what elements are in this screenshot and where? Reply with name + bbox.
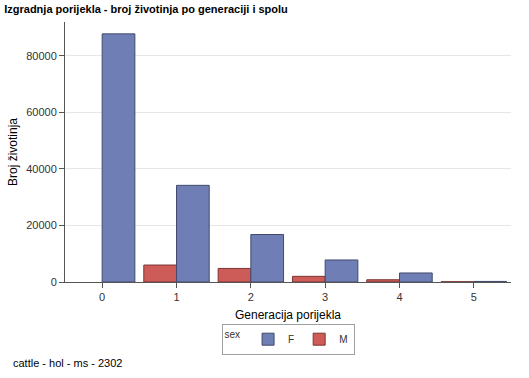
svg-text:4: 4: [396, 291, 402, 303]
svg-text:Generacija porijekla: Generacija porijekla: [235, 308, 341, 322]
svg-text:F: F: [288, 334, 294, 345]
svg-text:2: 2: [248, 291, 254, 303]
svg-text:5: 5: [471, 291, 477, 303]
svg-text:80000: 80000: [26, 50, 57, 62]
svg-text:3: 3: [322, 291, 328, 303]
svg-text:1: 1: [173, 291, 179, 303]
svg-text:20000: 20000: [26, 219, 57, 231]
svg-text:0: 0: [51, 276, 57, 288]
svg-text:cattle - hol - ms - 2302: cattle - hol - ms - 2302: [13, 357, 122, 369]
svg-text:M: M: [339, 334, 347, 345]
svg-text:sex: sex: [225, 329, 241, 340]
svg-text:60000: 60000: [26, 106, 57, 118]
svg-text:0: 0: [99, 291, 105, 303]
svg-text:Broj životinja: Broj životinja: [6, 118, 20, 186]
svg-text:40000: 40000: [26, 163, 57, 175]
svg-text:Izgradnja porijekla - broj živ: Izgradnja porijekla - broj životinja po …: [4, 3, 288, 15]
